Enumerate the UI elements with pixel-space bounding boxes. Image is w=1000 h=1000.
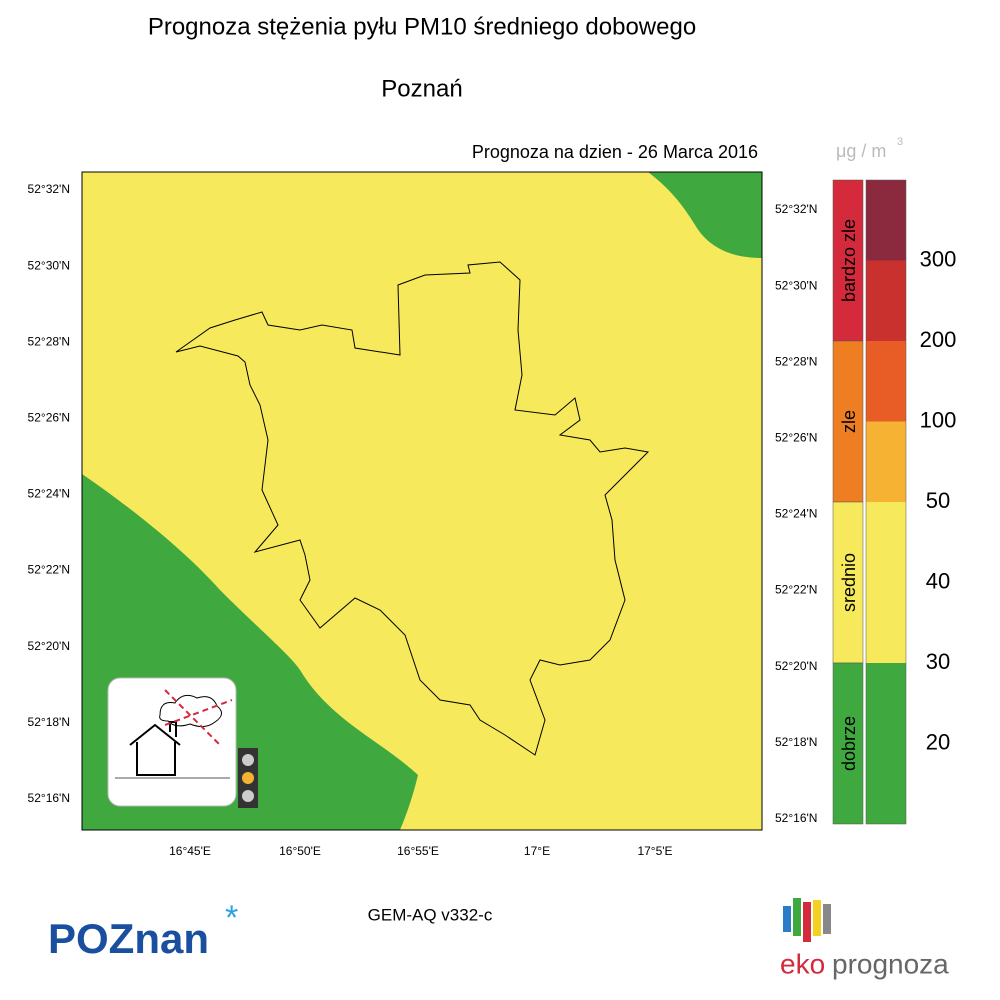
lat-label: 52°24'N: [28, 487, 70, 501]
lat-label: 52°20'N: [775, 659, 817, 673]
lat-label: 52°28'N: [28, 334, 70, 348]
unit: μg / m: [836, 141, 886, 161]
category-band: [832, 501, 864, 664]
scale-frame: [865, 179, 907, 825]
scale-band: [866, 743, 906, 824]
lon-label: 16°45'E: [169, 844, 211, 858]
lon-label: 16°50'E: [279, 844, 321, 858]
lon-label: 17°E: [524, 844, 550, 858]
good-area: [648, 172, 762, 258]
scale-band: [866, 502, 906, 583]
scale-value: 50: [926, 488, 950, 513]
scale-value: 300: [920, 246, 957, 271]
lat-label: 52°26'N: [775, 430, 817, 444]
lat-label: 52°24'N: [775, 507, 817, 521]
lat-label: 52°22'N: [775, 583, 817, 597]
scale-value: 40: [926, 568, 950, 593]
lat-label: 52°16'N: [28, 791, 70, 805]
city: Poznań: [381, 75, 462, 102]
pollution-icon: [107, 677, 258, 808]
scale-value: 20: [926, 729, 950, 754]
city-outline: [175, 261, 650, 756]
logo-bars: [783, 898, 831, 942]
scale-band: [866, 582, 906, 663]
category-band: [832, 179, 864, 342]
logo-prognoza: prognoza: [832, 948, 949, 979]
category-label: zle: [839, 410, 859, 433]
lat-label: 52°30'N: [775, 278, 817, 292]
map-frame: [81, 171, 763, 831]
scale-band: [866, 341, 906, 422]
lat-label: 52°28'N: [775, 354, 817, 368]
scale-band: [866, 663, 906, 744]
category-label: srednio: [839, 553, 859, 612]
model: GEM-AQ v332-c: [368, 905, 493, 924]
lat-label: 52°18'N: [28, 715, 70, 729]
date: Prognoza na dzien - 26 Marca 2016: [472, 142, 758, 162]
category-band: [832, 662, 864, 825]
lon-label: 17°5'E: [637, 844, 672, 858]
lat-label: 52°22'N: [28, 563, 70, 577]
category-label: dobrze: [839, 716, 859, 771]
scale-band: [866, 180, 906, 261]
lat-label: 52°26'N: [28, 410, 70, 424]
category-band: [832, 340, 864, 503]
title: Prognoza stężenia pyłu PM10 średniego do…: [148, 13, 696, 40]
lat-label: 52°32'N: [28, 182, 70, 196]
lat-label: 52°32'N: [775, 202, 817, 216]
logo-eko: eko: [780, 948, 825, 979]
legend: bardzo zle zle srednio dobrze 300 200 100 50 40 3…: [832, 179, 957, 825]
scale-value: 100: [920, 407, 957, 432]
lat-label: 52°30'N: [28, 258, 70, 272]
scale-value: 30: [926, 649, 950, 674]
logo-poznan: POZnan: [48, 915, 209, 962]
unit-sup: 3: [897, 136, 903, 148]
lat-label: 52°18'N: [775, 735, 817, 749]
scale-band: [866, 260, 906, 341]
category-label: bardzo zle: [839, 219, 859, 302]
logo-star: *: [225, 899, 238, 937]
lat-label: 52°20'N: [28, 639, 70, 653]
lon-label: 16°55'E: [397, 844, 439, 858]
scale-value: 200: [920, 327, 957, 352]
lat-label: 52°16'N: [775, 811, 817, 825]
scale-band: [866, 421, 906, 502]
